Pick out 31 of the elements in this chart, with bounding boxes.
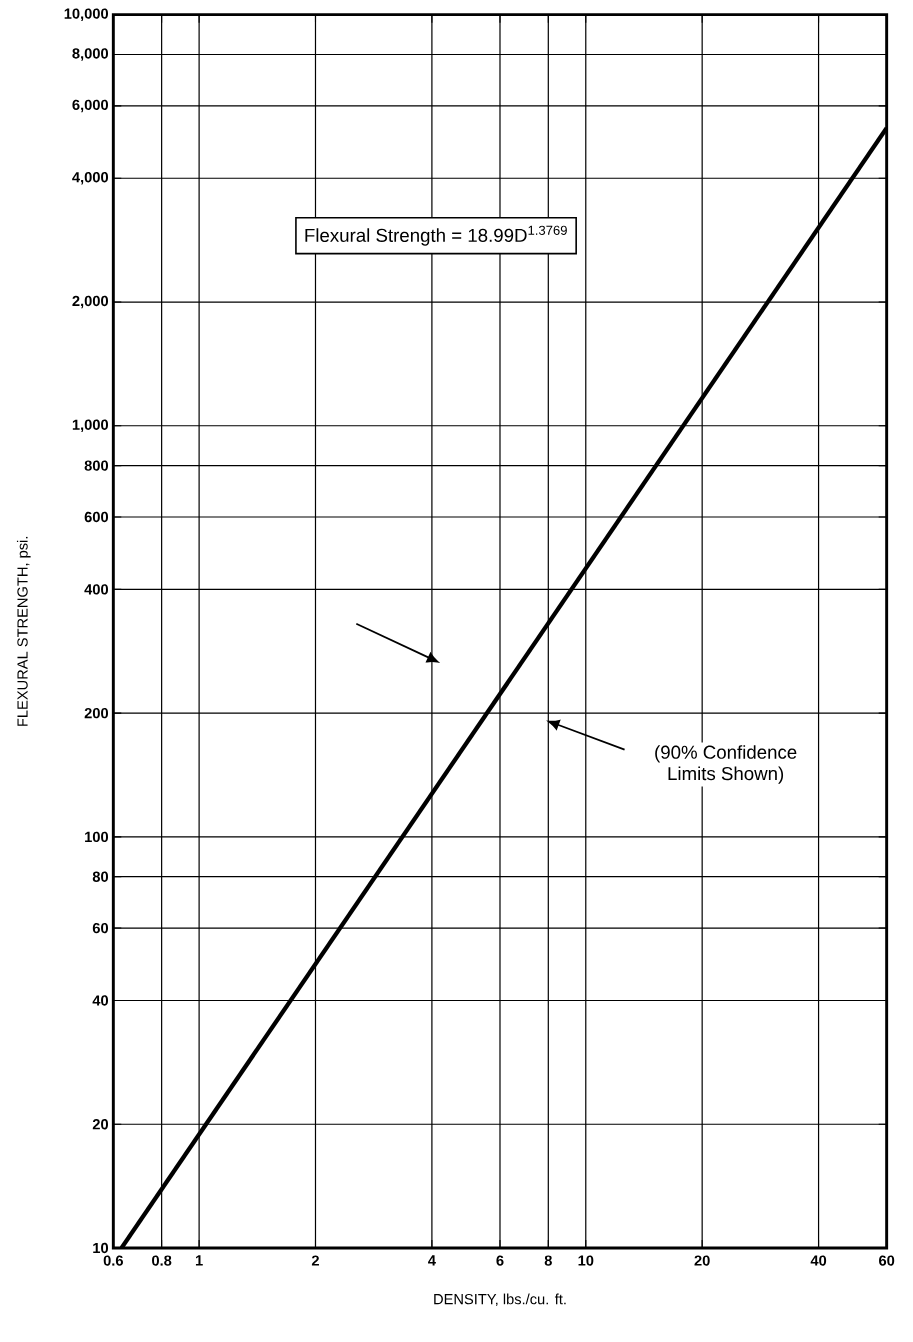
y-tick-label: 2,000 [72, 295, 109, 309]
y-tick-label: 6,000 [72, 99, 109, 113]
x-tick-label: 1 [195, 1255, 203, 1266]
x-tick-label: 20 [694, 1255, 710, 1266]
y-tick-label: 10,000 [64, 8, 108, 21]
y-tick-label: 80 [92, 871, 109, 882]
annotation: (90% Confidence Limits Shown) [655, 745, 797, 784]
x-tick-label: 2 [311, 1255, 319, 1266]
y-tick-label: 10 [93, 1242, 109, 1254]
x-tick-label: 6 [496, 1255, 504, 1266]
annotation: Flexural Strength = 18.99D$^{1.3769}$ [305, 225, 567, 246]
y-tick-label: 1,000 [72, 419, 109, 433]
x-tick-label: 4 [428, 1255, 436, 1266]
x-tick-label: 10 [578, 1255, 594, 1266]
y-tick-label: 600 [84, 511, 109, 523]
x-tick-label: 60 [879, 1255, 895, 1266]
x-tick-label: 40 [810, 1255, 827, 1266]
y-tick-label: 200 [84, 707, 109, 719]
y-axis-title: FLEXURAL STRENGTH, psi. [16, 536, 31, 726]
y-tick-label: 800 [84, 460, 109, 471]
y-tick-label: 4,000 [72, 172, 109, 185]
y-tick-label: 20 [92, 1119, 109, 1130]
y-tick-label: 400 [84, 584, 109, 595]
y-tick-label: 100 [85, 831, 109, 843]
y-tick-label: 60 [92, 922, 109, 934]
x-tick-label: 0.8 [152, 1255, 172, 1266]
y-tick-label: 40 [92, 995, 109, 1006]
x-tick-label: 0.6 [103, 1255, 123, 1266]
y-tick-label: 8,000 [72, 48, 109, 61]
x-tick-label: 8 [544, 1255, 552, 1266]
x-axis-title: DENSITY, lbs./cu. ft. [434, 1293, 566, 1307]
